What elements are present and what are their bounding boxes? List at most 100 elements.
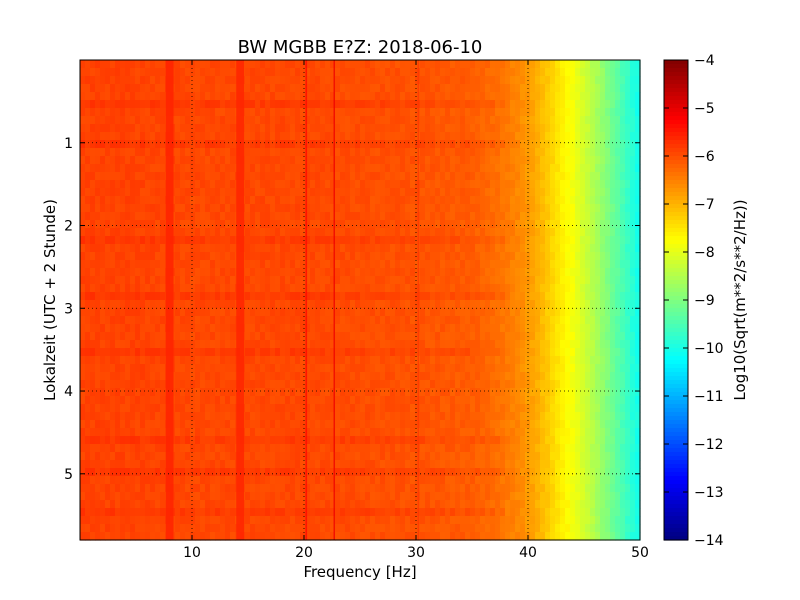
heatmap-cell — [570, 116, 576, 125]
heatmap-cell — [110, 116, 116, 125]
heatmap-cell — [400, 412, 406, 421]
heatmap-cell — [130, 252, 136, 261]
heatmap-cell — [205, 76, 211, 85]
heatmap-cell — [210, 284, 216, 293]
heatmap-cell — [540, 100, 546, 109]
heatmap-cell — [230, 180, 236, 189]
heatmap-cell — [270, 356, 276, 365]
heatmap-cell — [440, 100, 446, 109]
heatmap-cell — [530, 196, 536, 205]
heatmap-cell — [80, 372, 86, 381]
heatmap-cell — [380, 124, 386, 133]
heatmap-cell — [215, 316, 221, 325]
heatmap-cell — [390, 148, 396, 157]
heatmap-cell — [340, 188, 346, 197]
heatmap-cell — [365, 396, 371, 405]
heatmap-cell — [540, 228, 546, 237]
heatmap-cell — [125, 388, 131, 397]
heatmap-cell — [375, 252, 381, 261]
heatmap-cell — [125, 164, 131, 173]
heatmap-cell — [575, 252, 581, 261]
heatmap-cell — [405, 300, 411, 309]
heatmap-cell — [185, 188, 191, 197]
heatmap-cell — [185, 308, 191, 317]
heatmap-cell — [220, 356, 226, 365]
heatmap-cell — [275, 292, 281, 301]
heatmap-cell — [550, 364, 556, 373]
heatmap-cell — [310, 316, 316, 325]
heatmap-cell — [590, 188, 596, 197]
heatmap-cell — [220, 260, 226, 269]
heatmap-cell — [85, 388, 91, 397]
heatmap-cell — [560, 60, 566, 69]
heatmap-cell — [225, 204, 231, 213]
heatmap-cell — [265, 260, 271, 269]
heatmap-cell — [390, 404, 396, 413]
heatmap-cell — [140, 76, 146, 85]
heatmap-cell — [260, 196, 266, 205]
heatmap-cell — [300, 204, 306, 213]
heatmap-cell — [380, 228, 386, 237]
heatmap-cell — [590, 284, 596, 293]
heatmap-cell — [405, 412, 411, 421]
heatmap-cell — [360, 276, 366, 285]
heatmap-cell — [255, 348, 261, 357]
heatmap-cell — [320, 60, 326, 69]
heatmap-cell — [195, 204, 201, 213]
heatmap-cell — [405, 236, 411, 245]
heatmap-cell — [360, 172, 366, 181]
heatmap-cell — [465, 156, 471, 165]
heatmap-cell — [350, 404, 356, 413]
heatmap-cell — [420, 316, 426, 325]
heatmap-cell — [590, 212, 596, 221]
heatmap-cell — [245, 124, 251, 133]
heatmap-cell — [195, 60, 201, 69]
heatmap-cell — [175, 228, 181, 237]
heatmap-cell — [360, 204, 366, 213]
heatmap-cell — [230, 124, 236, 133]
heatmap-cell — [280, 156, 286, 165]
heatmap-cell — [320, 332, 326, 341]
heatmap-cell — [300, 308, 306, 317]
heatmap-cell — [325, 140, 331, 149]
heatmap-cell — [495, 100, 501, 109]
heatmap-cell — [605, 244, 611, 253]
heatmap-cell — [600, 188, 606, 197]
heatmap-cell — [365, 68, 371, 77]
heatmap-cell — [485, 244, 491, 253]
heatmap-cell — [345, 108, 351, 117]
heatmap-cell — [585, 220, 591, 229]
heatmap-cell — [510, 316, 516, 325]
heatmap-cell — [495, 332, 501, 341]
heatmap-cell — [520, 308, 526, 317]
heatmap-cell — [440, 300, 446, 309]
heatmap-cell — [420, 132, 426, 141]
heatmap-cell — [340, 412, 346, 421]
heatmap-cell — [520, 348, 526, 357]
heatmap-cell — [515, 188, 521, 197]
heatmap-cell — [100, 124, 106, 133]
heatmap-cell — [250, 412, 256, 421]
heatmap-cell — [450, 100, 456, 109]
heatmap-cell — [430, 348, 436, 357]
heatmap-cell — [185, 340, 191, 349]
heatmap-cell — [115, 316, 121, 325]
heatmap-cell — [150, 196, 156, 205]
heatmap-cell — [360, 364, 366, 373]
heatmap-cell — [95, 356, 101, 365]
heatmap-cell — [550, 156, 556, 165]
heatmap-cell — [400, 252, 406, 261]
heatmap-cell — [290, 172, 296, 181]
heatmap-cell — [315, 364, 321, 373]
heatmap-cell — [350, 204, 356, 213]
heatmap-cell — [405, 284, 411, 293]
heatmap-cell — [605, 60, 611, 69]
heatmap-cell — [295, 276, 301, 285]
heatmap-cell — [355, 276, 361, 285]
heatmap-cell — [555, 156, 561, 165]
heatmap-cell — [260, 60, 266, 69]
heatmap-cell — [360, 252, 366, 261]
heatmap-cell — [490, 92, 496, 101]
heatmap-cell — [450, 372, 456, 381]
heatmap-cell — [445, 116, 451, 125]
